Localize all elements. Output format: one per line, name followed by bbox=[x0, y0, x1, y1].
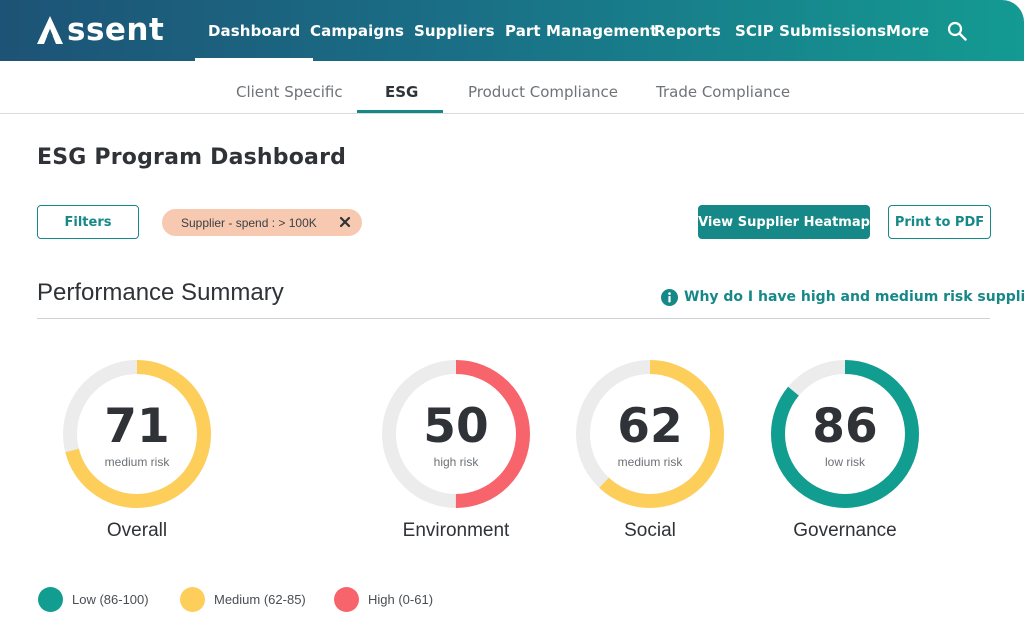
tab-product-compliance[interactable]: Product Compliance bbox=[468, 83, 619, 101]
filters-button-label: Filters bbox=[64, 214, 112, 230]
gauge-ring bbox=[576, 360, 724, 508]
filters-button[interactable]: Filters bbox=[37, 205, 139, 239]
risk-help-link[interactable]: Why do I have high and medium risk suppl… bbox=[661, 288, 1024, 306]
gauge-risk-level: medium risk bbox=[104, 455, 170, 469]
nav-item-part-management[interactable]: Part Management bbox=[505, 22, 658, 40]
gauge-label-environment: Environment bbox=[402, 520, 510, 541]
gauge-fill bbox=[382, 360, 530, 508]
brand-name: ssent bbox=[67, 12, 165, 48]
assent-logo[interactable]: ssent bbox=[35, 10, 164, 50]
section-divider bbox=[37, 318, 990, 319]
nav-item-more[interactable]: More bbox=[886, 22, 930, 40]
gauge-governance: 86 low risk bbox=[765, 354, 925, 514]
assent-logo-icon bbox=[37, 16, 63, 44]
active-tab-indicator bbox=[357, 110, 443, 113]
gauge-risk-level: medium risk bbox=[617, 455, 683, 469]
legend-item-high: High (0-61) bbox=[334, 586, 433, 612]
filter-chip: Supplier - spend : > 100K bbox=[162, 209, 362, 236]
performance-summary-title: Performance Summary bbox=[37, 279, 284, 306]
gauge-label-social: Social bbox=[624, 520, 676, 541]
legend-label-low: Low (86-100) bbox=[72, 591, 149, 607]
gauge-label-governance: Governance bbox=[793, 520, 897, 541]
gauge-fill bbox=[63, 360, 211, 508]
tab-esg[interactable]: ESG bbox=[385, 83, 419, 101]
nav-item-reports[interactable]: Reports bbox=[654, 22, 721, 40]
sub-tabs: Client Specific ESG Product Compliance T… bbox=[0, 61, 1024, 114]
gauge-ring bbox=[63, 360, 211, 508]
view-supplier-heatmap-button[interactable]: View Supplier Heatmap bbox=[698, 205, 870, 239]
filter-chip-label: Supplier - spend : > 100K bbox=[181, 215, 317, 230]
gauge-score: 71 bbox=[104, 399, 170, 454]
print-to-pdf-button[interactable]: Print to PDF bbox=[888, 205, 991, 239]
gauge-label-overall: Overall bbox=[106, 520, 168, 541]
gauge-ring bbox=[382, 360, 530, 508]
page-title: ESG Program Dashboard bbox=[37, 145, 347, 170]
heatmap-button-label: View Supplier Heatmap bbox=[698, 214, 870, 230]
gauge-risk-level: low risk bbox=[824, 455, 865, 469]
nav-item-suppliers[interactable]: Suppliers bbox=[414, 22, 495, 40]
close-icon[interactable] bbox=[338, 215, 352, 229]
gauge-overall: 71 medium risk bbox=[57, 354, 217, 514]
help-link-text: Why do I have high and medium risk suppl… bbox=[684, 289, 1024, 305]
print-pdf-button-label: Print to PDF bbox=[894, 214, 985, 230]
legend-dot-high bbox=[334, 586, 359, 612]
tab-client-specific[interactable]: Client Specific bbox=[236, 83, 343, 101]
nav-item-campaigns[interactable]: Campaigns bbox=[310, 22, 405, 40]
search-icon[interactable] bbox=[947, 21, 967, 41]
gauge-fill bbox=[576, 360, 724, 508]
nav-item-dashboard[interactable]: Dashboard bbox=[194, 0, 314, 61]
top-navigation-bar: ssent Dashboard Campaigns Suppliers Part… bbox=[0, 0, 1024, 61]
gauge-environment: 50 high risk bbox=[376, 354, 536, 514]
gauge-social: 62 medium risk bbox=[570, 354, 730, 514]
legend-label-medium: Medium (62-85) bbox=[214, 591, 306, 607]
legend-item-low: Low (86-100) bbox=[38, 586, 149, 612]
gauge-risk-level: high risk bbox=[433, 455, 479, 469]
legend-label-high: High (0-61) bbox=[368, 591, 434, 607]
info-icon bbox=[661, 288, 678, 306]
nav-item-scip-submissions[interactable]: SCIP Submissions bbox=[735, 22, 887, 40]
gauge-score: 50 bbox=[423, 399, 489, 454]
gauge-fill bbox=[771, 360, 919, 508]
tab-trade-compliance[interactable]: Trade Compliance bbox=[656, 83, 791, 101]
legend-dot-medium bbox=[180, 586, 205, 612]
gauge-ring bbox=[771, 360, 919, 508]
legend-item-medium: Medium (62-85) bbox=[180, 586, 306, 612]
gauge-score: 86 bbox=[812, 399, 878, 454]
gauge-score: 62 bbox=[617, 399, 683, 454]
legend-dot-low bbox=[38, 586, 63, 612]
